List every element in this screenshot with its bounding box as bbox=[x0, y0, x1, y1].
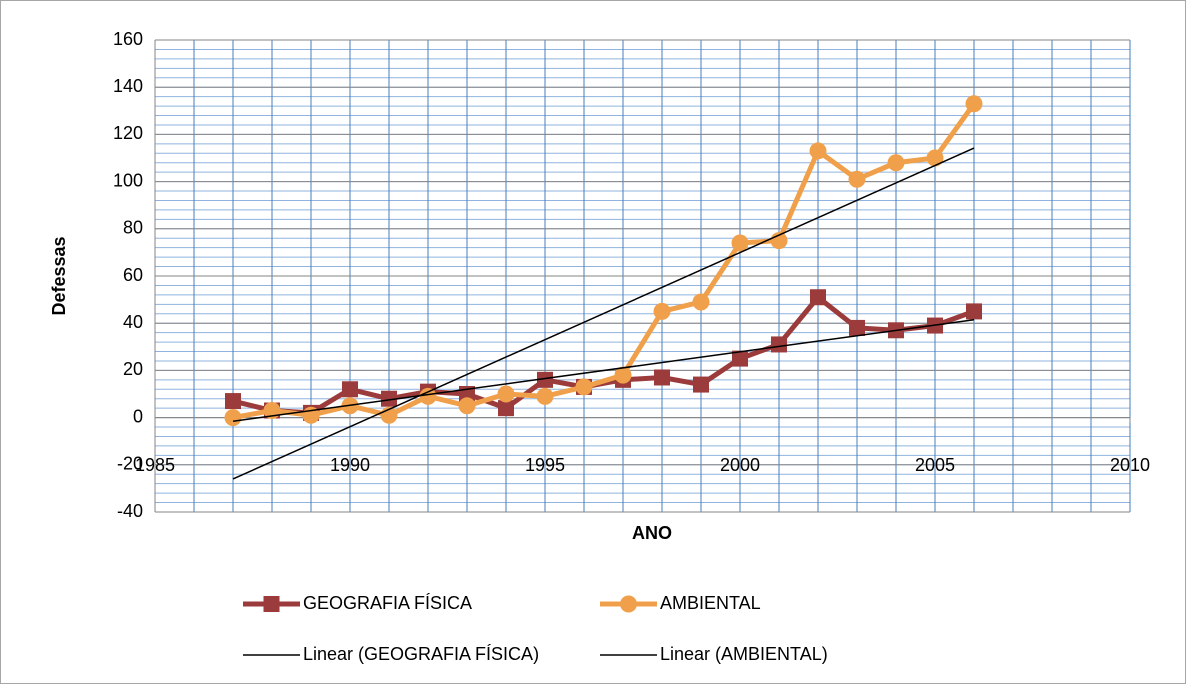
marker bbox=[810, 289, 826, 306]
trendline bbox=[232, 319, 975, 423]
marker bbox=[693, 376, 709, 393]
marker bbox=[926, 149, 944, 167]
marker bbox=[966, 303, 982, 320]
legend-label: Linear (GEOGRAFIA FÍSICA) bbox=[303, 644, 539, 664]
marker bbox=[225, 393, 241, 410]
legend-label: Linear (AMBIENTAL) bbox=[660, 644, 828, 664]
y-tick-label: 120 bbox=[113, 123, 143, 143]
marker bbox=[575, 378, 593, 396]
y-tick-label: -40 bbox=[117, 501, 143, 521]
marker bbox=[419, 387, 437, 405]
legend-label: AMBIENTAL bbox=[660, 593, 761, 613]
trendline bbox=[232, 147, 975, 480]
marker bbox=[809, 142, 827, 160]
marker bbox=[692, 293, 710, 311]
y-tick-label: 40 bbox=[123, 312, 143, 332]
marker bbox=[498, 400, 514, 417]
marker bbox=[381, 390, 397, 407]
x-tick-label: 1985 bbox=[135, 455, 175, 475]
legend-label: GEOGRAFIA FÍSICA bbox=[303, 593, 472, 613]
x-tick-label: 2000 bbox=[720, 455, 760, 475]
marker bbox=[537, 371, 553, 388]
y-tick-label: 140 bbox=[113, 76, 143, 96]
marker bbox=[887, 154, 905, 172]
marker bbox=[849, 319, 865, 336]
y-axis-title: Defessas bbox=[49, 236, 69, 315]
y-tick-label: 100 bbox=[113, 170, 143, 190]
x-tick-label: 2010 bbox=[1110, 455, 1150, 475]
marker bbox=[497, 385, 515, 403]
y-tick-label: -20 bbox=[117, 454, 143, 474]
marker bbox=[848, 170, 866, 188]
x-tick-label: 1995 bbox=[525, 455, 565, 475]
legend-marker bbox=[620, 595, 637, 613]
marker bbox=[342, 381, 358, 398]
y-tick-label: 80 bbox=[123, 218, 143, 238]
marker bbox=[965, 95, 983, 113]
y-tick-label: 20 bbox=[123, 359, 143, 379]
marker bbox=[654, 369, 670, 386]
y-tick-label: 0 bbox=[133, 406, 143, 426]
marker bbox=[732, 350, 748, 367]
marker bbox=[536, 387, 554, 405]
x-axis-title: ANO bbox=[632, 523, 672, 543]
x-tick-label: 1990 bbox=[330, 455, 370, 475]
marker bbox=[731, 234, 749, 252]
x-tick-label: 2005 bbox=[915, 455, 955, 475]
marker bbox=[614, 366, 632, 384]
y-tick-label: 60 bbox=[123, 265, 143, 285]
y-tick-label: 160 bbox=[113, 29, 143, 49]
marker bbox=[458, 397, 476, 415]
marker bbox=[653, 302, 671, 320]
marker bbox=[224, 409, 242, 427]
marker bbox=[771, 336, 787, 353]
legend-marker bbox=[263, 596, 280, 612]
